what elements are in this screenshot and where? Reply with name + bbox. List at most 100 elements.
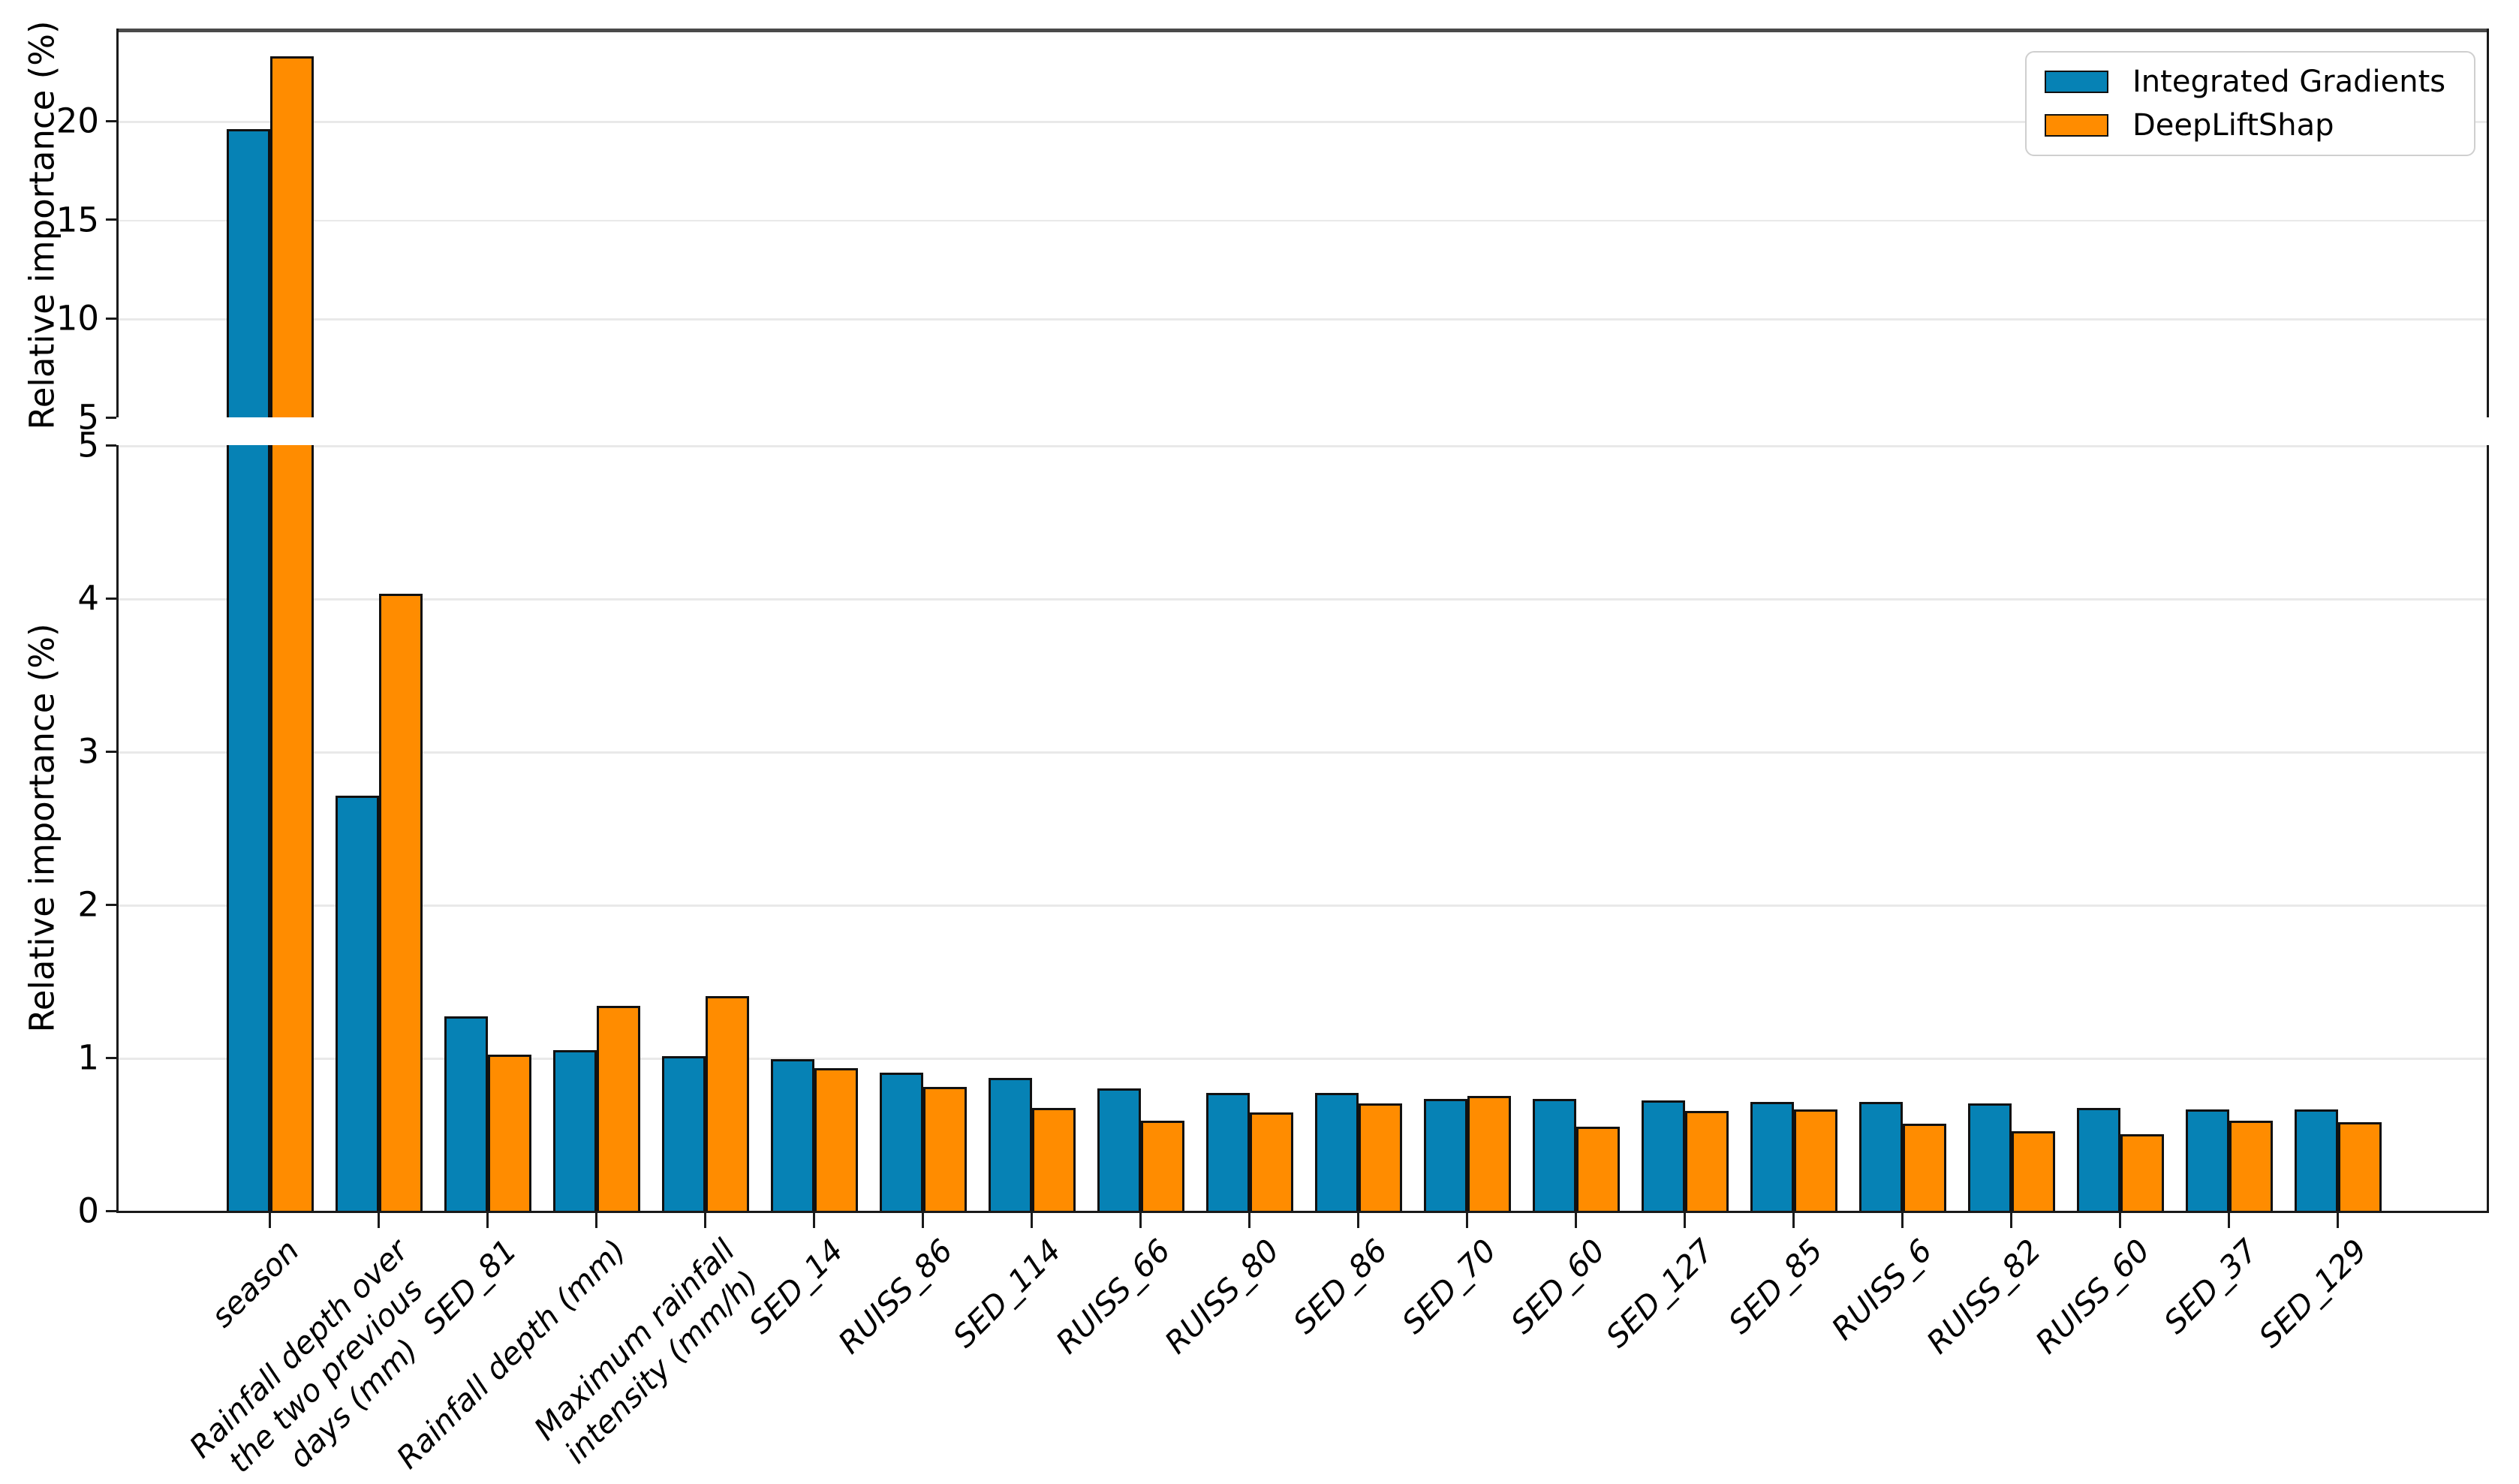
x-tick — [1247, 1213, 1251, 1228]
gridline — [119, 1058, 2487, 1060]
bar-integrated-gradients-0 — [226, 445, 270, 1211]
y-tick-label: 15 — [56, 200, 99, 240]
y-axis-label-lower: Relative importance (%) — [22, 623, 62, 1033]
gridline — [119, 905, 2487, 907]
y-tick — [106, 119, 116, 122]
legend-item-deepliftshap: DeepLiftShap — [2045, 107, 2456, 144]
x-tick — [268, 1213, 272, 1228]
bar-integrated-gradients-0 — [226, 128, 270, 417]
x-tick — [1901, 1213, 1904, 1228]
y-tick-label: 1 — [77, 1037, 99, 1078]
bar-integrated-gradients-1 — [335, 796, 379, 1211]
bar-integrated-gradients-8 — [1097, 1088, 1141, 1211]
x-tick — [2118, 1213, 2122, 1228]
bar-deepliftshap-9 — [1249, 1112, 1293, 1211]
bar-deepliftshap-0 — [269, 56, 314, 417]
x-tick-label: SED_127 — [1599, 1232, 1722, 1355]
legend-swatch-integrated-gradients — [2045, 71, 2108, 93]
bar-deepliftshap-14 — [1793, 1109, 1837, 1211]
bar-deepliftshap-12 — [1576, 1126, 1620, 1211]
x-tick — [594, 1213, 598, 1228]
bar-integrated-gradients-15 — [1858, 1102, 1903, 1211]
x-tick — [1030, 1213, 1034, 1228]
bar-deepliftshap-5 — [814, 1068, 858, 1211]
x-tick — [812, 1213, 816, 1228]
bar-deepliftshap-15 — [1902, 1123, 1946, 1211]
bar-integrated-gradients-10 — [1314, 1092, 1359, 1211]
bar-deepliftshap-2 — [487, 1054, 531, 1211]
lower-right-spine — [2487, 445, 2489, 1213]
bar-deepliftshap-0 — [269, 445, 314, 1211]
x-tick-label: Maximum rainfall intensity (mm/h) — [526, 1232, 766, 1471]
gridline — [119, 598, 2487, 601]
x-tick — [377, 1213, 381, 1228]
y-tick — [106, 416, 116, 419]
x-tick-label: RUISS_82 — [1919, 1232, 2048, 1361]
x-tick-label: RUISS_66 — [1049, 1232, 1178, 1361]
upper-right-spine — [2487, 29, 2489, 417]
bar-integrated-gradients-19 — [2294, 1109, 2338, 1211]
bar-deepliftshap-6 — [922, 1086, 967, 1211]
y-tick-label: 5 — [77, 397, 99, 438]
bar-integrated-gradients-18 — [2185, 1109, 2229, 1211]
y-tick-label: 20 — [56, 101, 99, 141]
gridline — [119, 751, 2487, 754]
bar-deepliftshap-16 — [2011, 1130, 2055, 1211]
x-tick — [703, 1213, 707, 1228]
legend-swatch-deepliftshap — [2045, 114, 2108, 137]
x-tick-label: SED_85 — [1721, 1232, 1831, 1341]
gridline — [119, 219, 2487, 222]
lower-axes-panel — [119, 445, 2487, 1211]
bar-deepliftshap-18 — [2229, 1120, 2273, 1211]
bar-integrated-gradients-9 — [1205, 1092, 1250, 1211]
y-tick-label: 10 — [56, 298, 99, 339]
x-tick — [2227, 1213, 2231, 1228]
legend-label-integrated-gradients: Integrated Gradients — [2132, 65, 2446, 99]
x-tick-label: SED_37 — [2156, 1232, 2266, 1341]
x-tick — [2009, 1213, 2013, 1228]
bar-deepliftshap-10 — [1358, 1103, 1402, 1211]
bar-integrated-gradients-4 — [661, 1055, 706, 1211]
x-tick — [1465, 1213, 1469, 1228]
bar-deepliftshap-7 — [1031, 1108, 1076, 1211]
bar-integrated-gradients-2 — [444, 1016, 488, 1211]
y-tick — [106, 597, 116, 600]
y-tick — [106, 1056, 116, 1059]
y-tick-label: 3 — [77, 731, 99, 772]
bar-integrated-gradients-5 — [770, 1059, 814, 1211]
x-tick — [486, 1213, 489, 1228]
bar-deepliftshap-4 — [705, 996, 749, 1211]
y-tick — [106, 750, 116, 753]
bar-deepliftshap-17 — [2120, 1134, 2164, 1211]
bar-deepliftshap-13 — [1684, 1111, 1729, 1211]
gridline — [119, 445, 2487, 447]
x-tick-label: SED_86 — [1286, 1232, 1395, 1341]
bar-deepliftshap-3 — [596, 1005, 640, 1211]
y-tick — [106, 317, 116, 320]
bar-integrated-gradients-16 — [1967, 1103, 2012, 1211]
bar-deepliftshap-8 — [1140, 1120, 1184, 1211]
x-tick — [1683, 1213, 1687, 1228]
x-tick-label: RUISS_86 — [831, 1232, 960, 1361]
upper-axes-panel — [119, 32, 2487, 417]
y-tick-label: 5 — [77, 425, 99, 465]
bar-integrated-gradients-11 — [1423, 1099, 1467, 1211]
x-tick-label: SED_60 — [1503, 1232, 1613, 1341]
bar-deepliftshap-19 — [2337, 1121, 2382, 1211]
bar-integrated-gradients-17 — [2076, 1108, 2120, 1211]
y-tick — [106, 1209, 116, 1212]
y-tick — [106, 218, 116, 221]
legend: Integrated Gradients DeepLiftShap — [2025, 51, 2475, 156]
bar-deepliftshap-11 — [1467, 1096, 1511, 1211]
bar-integrated-gradients-3 — [552, 1049, 597, 1211]
y-tick — [106, 903, 116, 906]
y-tick — [106, 444, 116, 447]
x-tick — [1574, 1213, 1578, 1228]
x-tick — [2336, 1213, 2340, 1228]
bar-integrated-gradients-13 — [1641, 1100, 1685, 1211]
lower-bottom-spine — [116, 1211, 2489, 1213]
y-tick-label: 0 — [77, 1191, 99, 1231]
upper-left-spine — [116, 29, 119, 417]
lower-left-spine — [116, 445, 119, 1213]
